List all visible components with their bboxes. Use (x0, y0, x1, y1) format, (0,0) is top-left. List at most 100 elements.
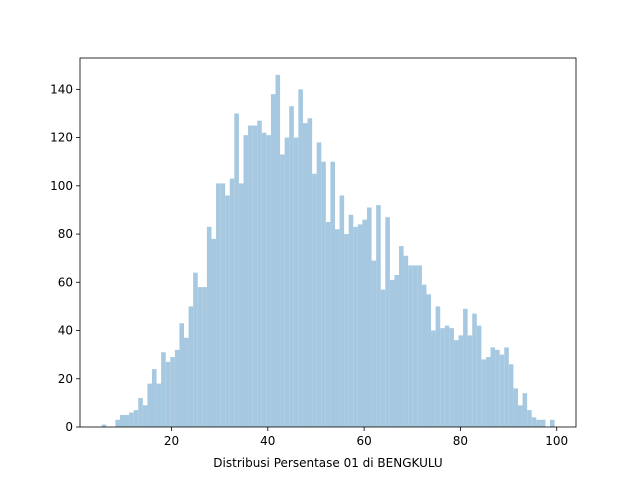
histogram-bar (252, 125, 258, 427)
histogram-bar (513, 388, 518, 427)
histogram-bar (234, 113, 239, 428)
x-tick-label: 80 (453, 434, 468, 448)
histogram-bar (440, 328, 445, 427)
histogram-bar (307, 118, 313, 427)
y-tick-label: 80 (58, 227, 73, 241)
histogram-bar (216, 183, 221, 427)
histogram-bar (485, 357, 491, 427)
histogram-bar (367, 207, 372, 427)
histogram-bar (453, 340, 459, 427)
histogram-bar (426, 294, 432, 427)
histogram-bar (431, 330, 436, 427)
histogram-bar (197, 287, 203, 427)
histogram-bar (458, 335, 464, 427)
histogram-bar (435, 306, 441, 427)
histogram-bar (522, 393, 528, 427)
histogram-bar (101, 424, 107, 427)
histogram-bar (321, 161, 326, 428)
histogram-bar (353, 226, 358, 427)
x-tick-label: 60 (356, 434, 371, 448)
x-axis-label: Distribusi Persentase 01 di BENGKULU (213, 456, 442, 470)
histogram-bar (490, 347, 496, 427)
histogram-bar (348, 214, 354, 427)
histogram-bar (334, 229, 340, 427)
histogram-bar (165, 361, 171, 427)
histogram-bar (147, 383, 152, 427)
x-tick-label: 40 (260, 434, 275, 448)
histogram-bar (225, 195, 230, 427)
histogram-bar (151, 369, 157, 427)
histogram-bars (101, 74, 555, 428)
histogram-bar (399, 246, 404, 427)
histogram-bar (184, 337, 189, 427)
histogram-bar (312, 173, 317, 427)
histogram-bar (129, 412, 134, 427)
y-tick-label: 100 (50, 179, 73, 193)
y-tick-label: 40 (58, 324, 73, 338)
x-tick-label: 20 (164, 434, 179, 448)
histogram-bar (243, 135, 249, 428)
histogram-bar (156, 383, 162, 427)
histogram-bar (161, 352, 166, 427)
histogram-bar (261, 132, 267, 427)
histogram-bar (540, 419, 546, 427)
histogram-bar (302, 123, 308, 427)
histogram-bar (449, 328, 454, 427)
histogram-bar (371, 260, 377, 427)
histogram-bar (298, 89, 303, 428)
histogram-bar (481, 359, 486, 427)
histogram-bar (330, 161, 335, 428)
histogram-bar (463, 308, 468, 427)
histogram-bar (408, 265, 413, 427)
histogram-bar (527, 410, 532, 427)
histogram-bar (115, 419, 120, 427)
histogram-bar (211, 238, 217, 427)
histogram-bar (257, 120, 262, 428)
histogram-bar (467, 335, 473, 427)
histogram-bar (325, 222, 331, 427)
histogram-bar (517, 405, 523, 427)
histogram-bar (174, 349, 180, 427)
histogram-bar (394, 275, 400, 427)
histogram-bar (142, 405, 148, 427)
histogram-bar (499, 354, 505, 427)
histogram-bar (472, 313, 477, 427)
histogram-bar (412, 265, 418, 427)
histogram-bar (549, 419, 555, 427)
histogram-bar (476, 325, 482, 427)
histogram-bar (357, 224, 363, 427)
x-tick-label: 100 (545, 434, 568, 448)
y-tick-label: 0 (65, 420, 73, 434)
histogram-bar (124, 414, 130, 427)
histogram-bar (193, 272, 198, 427)
histogram-bar (508, 364, 514, 427)
histogram-bar (133, 410, 139, 427)
histogram-bar (495, 349, 500, 427)
histogram-bar (444, 325, 450, 427)
y-tick-label: 140 (50, 82, 73, 96)
histogram-bar (220, 183, 226, 427)
histogram-bar (170, 357, 175, 427)
histogram-bar (389, 279, 395, 427)
histogram-bar (362, 219, 368, 427)
histogram-bar (206, 226, 212, 427)
histogram-bar (385, 217, 390, 427)
histogram-bar (179, 323, 185, 427)
histogram-bar (403, 255, 409, 427)
histogram-bar (339, 195, 345, 427)
histogram-bar (380, 289, 386, 427)
y-tick-label: 120 (50, 131, 73, 145)
histogram-bar (376, 205, 381, 427)
histogram-bar (316, 142, 322, 428)
histogram-bar (280, 154, 285, 427)
plot-frame (79, 57, 577, 428)
histogram-bar (421, 284, 427, 427)
y-axis-ticks: 0 20 40 60 80 100 120 140 (50, 82, 80, 434)
histogram-bar (138, 398, 143, 427)
histogram-bar (266, 135, 271, 428)
histogram-bar (531, 417, 537, 427)
histogram-bar (504, 347, 509, 427)
histogram-bar (293, 137, 299, 427)
histogram-bar (289, 106, 294, 427)
